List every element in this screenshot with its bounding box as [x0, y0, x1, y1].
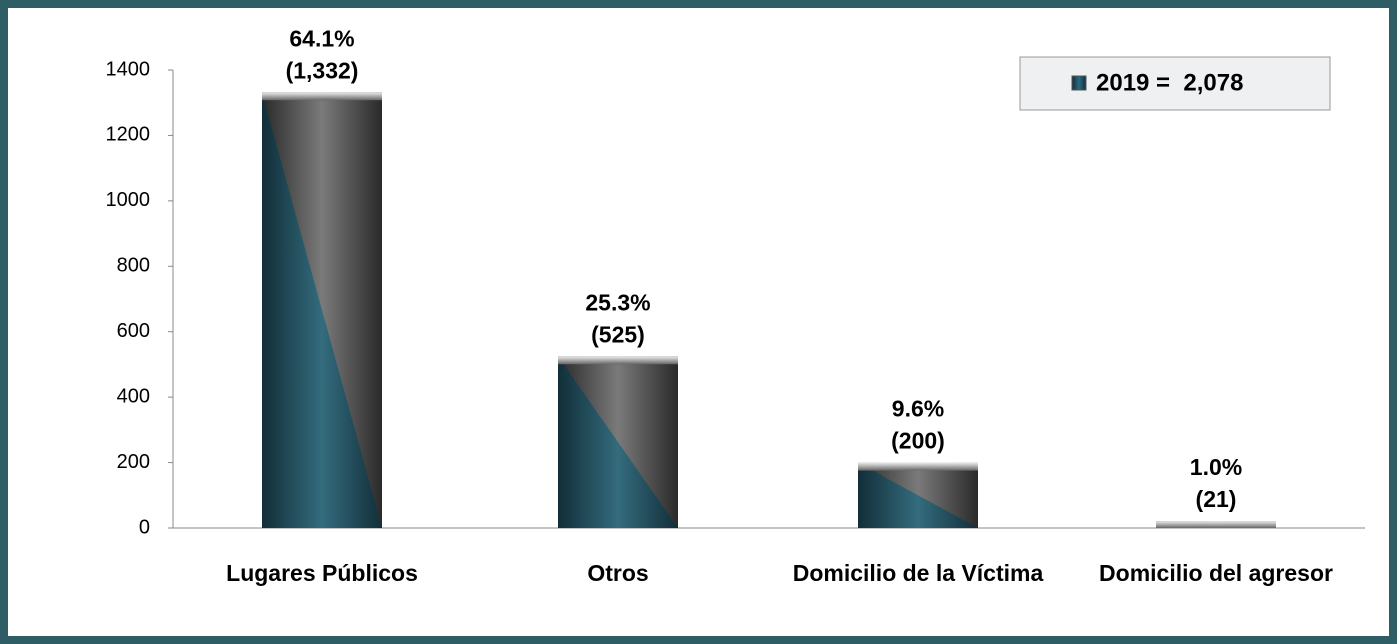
x-tick-label: Otros	[587, 560, 649, 586]
percentage-label: 1.0%	[1190, 454, 1242, 480]
y-tick-label: 200	[117, 451, 150, 473]
y-tick-label: 1200	[106, 124, 151, 146]
y-tick-label: 0	[139, 516, 150, 538]
x-tick-label: Lugares Públicos	[226, 560, 418, 586]
legend-swatch	[1071, 75, 1087, 91]
value-label: (525)	[591, 321, 645, 347]
y-tick-label: 1000	[106, 189, 151, 211]
bar-shade	[558, 356, 678, 528]
value-label: (200)	[891, 428, 945, 454]
bar-cap	[262, 92, 382, 101]
y-tick-label: 600	[117, 320, 150, 342]
y-tick-label: 400	[117, 385, 150, 407]
y-tick-label: 800	[117, 255, 150, 277]
percentage-label: 9.6%	[892, 396, 944, 422]
x-tick-label: Domicilio de la Víctima	[792, 560, 1044, 586]
percentage-label: 25.3%	[585, 289, 650, 315]
value-label: (1,332)	[286, 57, 359, 83]
x-tick-label: Domicilio del agresor	[1099, 560, 1333, 586]
legend-label: 2019 = 2,078	[1096, 69, 1243, 96]
y-tick-label: 1400	[106, 58, 151, 80]
bar-cap	[858, 462, 978, 471]
bar-shade	[858, 462, 978, 528]
bar-shade	[262, 92, 382, 528]
bar-cap	[1156, 521, 1276, 528]
value-label: (21)	[1196, 486, 1237, 512]
percentage-label: 64.1%	[289, 25, 354, 51]
bar-cap	[558, 356, 678, 365]
